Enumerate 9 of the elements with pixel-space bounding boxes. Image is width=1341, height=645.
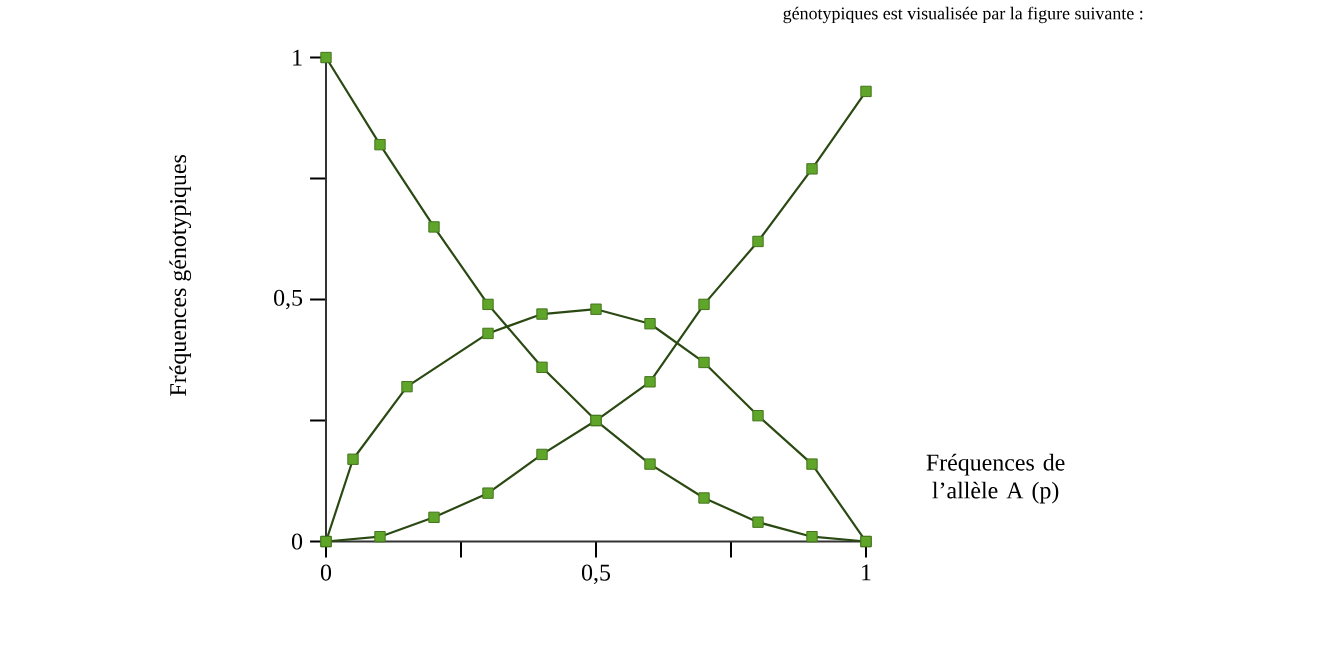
x-tick-label: 0 (320, 564, 332, 581)
x-axis-title: Fréquences de l’allèle A (p) (926, 454, 1065, 504)
x-tick-label: 0,5 (581, 564, 611, 585)
text: génotypiques est visualisée par la figure suivante : (783, 6, 1143, 24)
y-axis-title: Fréquences génotypiques (169, 155, 192, 397)
y-tick-label: 0,5 (274, 289, 303, 310)
y-tick-label: 0 (291, 533, 303, 550)
x-tick-label: 1 (862, 564, 871, 581)
y-tick-label: 1 (293, 49, 302, 66)
